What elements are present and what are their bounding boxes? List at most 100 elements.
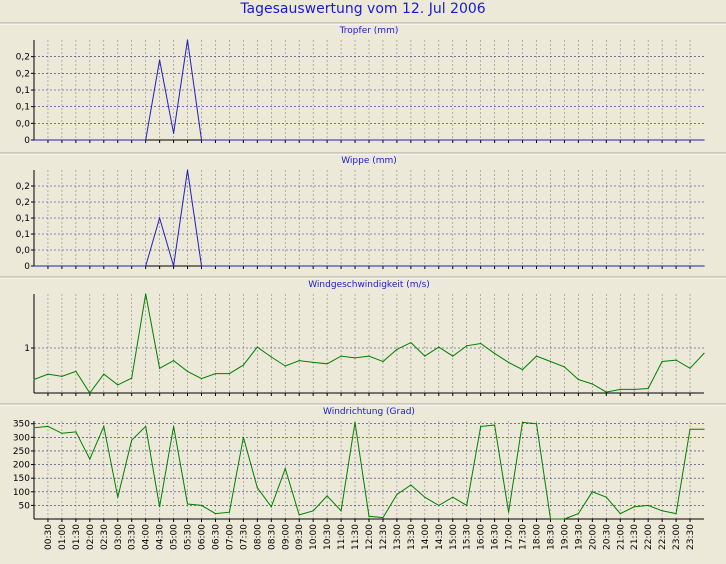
data-point — [494, 139, 496, 141]
data-point — [131, 439, 133, 441]
x-tick-label: 04:30 — [156, 524, 166, 550]
data-point — [591, 139, 593, 141]
x-tick-label: 09:00 — [281, 524, 291, 550]
data-point — [494, 352, 496, 354]
data-point — [424, 496, 426, 498]
y-tick-label: 150 — [13, 474, 30, 484]
panel-title: Windrichtung (Grad) — [323, 407, 415, 417]
data-point — [186, 39, 189, 41]
data-point — [521, 421, 524, 423]
x-tick-label: 03:00 — [114, 524, 124, 550]
x-tick-label: 20:30 — [602, 524, 612, 550]
data-point — [256, 265, 258, 267]
page-title: Tagesauswertung vom 12. Jul 2006 — [240, 1, 486, 17]
data-point — [89, 265, 91, 267]
data-point — [75, 139, 77, 141]
data-point — [466, 139, 468, 141]
y-tick-label: 0,1 — [16, 86, 30, 96]
data-point — [61, 375, 63, 377]
data-point — [494, 265, 496, 267]
data-point — [214, 373, 217, 375]
data-point — [438, 346, 440, 348]
x-tick-label: 09:30 — [295, 524, 305, 550]
data-point — [131, 265, 133, 267]
data-point — [549, 265, 552, 267]
data-point — [47, 373, 49, 375]
x-tick-label: 16:00 — [477, 524, 487, 550]
data-point — [661, 510, 663, 512]
data-point — [368, 515, 370, 517]
data-point — [619, 139, 621, 141]
data-point — [605, 139, 607, 141]
x-tick-label: 11:30 — [351, 524, 361, 550]
data-point — [633, 388, 635, 390]
x-tick-label: 13:00 — [393, 524, 403, 550]
data-point — [410, 139, 412, 141]
data-point — [284, 265, 286, 267]
data-point — [494, 424, 496, 426]
data-point — [535, 423, 538, 425]
data-point — [521, 369, 524, 371]
y-tick-label: 0,2 — [16, 53, 30, 63]
data-point — [75, 265, 77, 267]
data-point — [549, 518, 552, 520]
data-point — [480, 265, 482, 267]
panel-2: 0 0,0 0,1 0,1 0,2 0,2 Wippe (mm) — [0, 152, 726, 272]
x-tick-label: 19:30 — [574, 524, 584, 550]
data-point — [563, 139, 566, 141]
x-tick-label: 21:30 — [630, 524, 640, 550]
x-tick-label: 07:00 — [225, 524, 235, 550]
data-point — [549, 139, 552, 141]
y-tick-label: 1 — [24, 344, 30, 354]
data-point — [452, 265, 454, 267]
data-point — [438, 504, 440, 506]
data-point — [689, 265, 691, 267]
data-point — [228, 373, 231, 375]
data-point — [438, 265, 440, 267]
data-point — [61, 139, 63, 141]
data-point — [312, 265, 314, 267]
data-point — [284, 365, 286, 367]
data-point — [47, 265, 49, 267]
data-point — [675, 139, 677, 141]
data-point — [480, 342, 482, 345]
data-point — [410, 342, 412, 344]
x-tick-label: 19:00 — [560, 524, 570, 550]
data-point — [61, 265, 63, 267]
data-point — [577, 512, 579, 515]
data-point — [145, 139, 147, 141]
panel-title: Windgeschwindigkeit (m/s) — [308, 280, 430, 290]
y-tick-label: 250 — [13, 447, 30, 457]
data-point — [117, 496, 119, 498]
data-point — [145, 293, 147, 295]
data-point — [689, 428, 691, 430]
data-point — [438, 139, 440, 141]
data-point — [47, 425, 49, 428]
x-tick-label: 07:30 — [239, 524, 249, 550]
data-point — [368, 355, 370, 357]
data-point — [200, 504, 203, 506]
data-point — [521, 265, 524, 267]
data-point — [354, 139, 356, 141]
data-point — [159, 367, 161, 369]
data-point — [117, 384, 119, 386]
x-tick-label: 10:30 — [323, 524, 333, 550]
data-point — [214, 512, 217, 515]
data-point — [145, 265, 147, 267]
data-point — [61, 432, 63, 434]
y-tick-label: 100 — [13, 488, 30, 498]
x-tick-label: 16:30 — [491, 524, 501, 550]
data-point — [633, 265, 635, 267]
data-point — [591, 265, 593, 267]
data-point — [577, 139, 579, 141]
data-point — [33, 427, 35, 429]
data-point — [647, 265, 649, 267]
data-point — [410, 484, 412, 486]
y-tick-label: 0,1 — [16, 103, 30, 113]
data-point — [284, 468, 286, 470]
data-point — [410, 265, 412, 267]
y-tick-label: 0,0 — [16, 246, 31, 256]
data-point — [33, 265, 35, 267]
panel-title: Wippe (mm) — [341, 156, 397, 166]
